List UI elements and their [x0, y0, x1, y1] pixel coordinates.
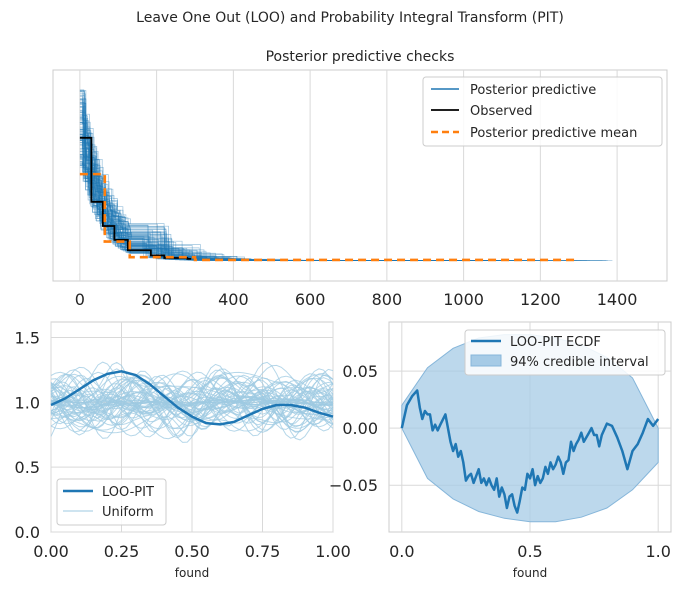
uniform-reference-curve [50, 384, 334, 421]
ppc-sample-curve [79, 102, 243, 261]
ppc-sample-curve [79, 159, 265, 261]
legend-label-posterior-predictive: Posterior predictive [470, 83, 596, 98]
kde-xtick-label: 1.00 [315, 542, 351, 561]
ecdf-ytick-label: 0.00 [342, 419, 378, 438]
ppc-xtick-label: 0 [75, 290, 85, 309]
ppc-xtick-label: 600 [295, 290, 326, 309]
ppc-sample-curve [79, 156, 613, 261]
ecdf-xlabel: found [513, 566, 547, 580]
kde-xtick-label: 0.25 [104, 542, 140, 561]
ecdf-ytick-label: 0.05 [342, 362, 378, 381]
ppc-sample-curve [79, 165, 476, 261]
kde-ytick-label: 1.0 [15, 393, 40, 412]
ppc-sample-curve [79, 117, 527, 261]
ecdf-legend-box [464, 329, 666, 376]
ppc-xtick-label: 200 [141, 290, 172, 309]
legend-label-credible-interval: 94% credible interval [510, 355, 649, 370]
legend-label-uniform: Uniform [102, 505, 154, 520]
uniform-reference-curve [50, 377, 334, 421]
figure-suptitle: Leave One Out (LOO) and Probability Inte… [136, 10, 564, 26]
ppc-sample-curve [79, 138, 311, 261]
ppc-sample-curve [79, 99, 305, 261]
kde-ytick-label: 0.5 [15, 458, 40, 477]
ecdf-xtick-label: 1.0 [645, 542, 670, 561]
ppc-sample-curve [79, 165, 214, 261]
ppc-xtick-label: 1400 [597, 290, 638, 309]
ppc-sample-curve [79, 154, 208, 260]
uniform-reference-curve [50, 382, 334, 419]
ppc-sample-curve [79, 133, 278, 261]
ecdf-line [400, 389, 660, 514]
kde-xtick-label: 0.75 [245, 542, 281, 561]
loo-pit-ecdf-panel: 0.0 0.5 1.0 −0.05 0.00 0.05 found LOO-PIT ECD… [329, 321, 672, 580]
ppc-panel: Posterior predictive checks 0 200 400 600 80… [52, 49, 668, 309]
ppc-sample-curve [79, 126, 460, 261]
uniform-reference-curve [50, 387, 334, 418]
kde-ytick-label: 1.5 [15, 329, 40, 348]
ppc-sample-curve [79, 90, 223, 260]
ppc-sample-curve [79, 153, 219, 260]
uniform-reference-curve [51, 361, 334, 443]
ecdf-legend: LOO-PIT ECDF 94% credible interval [464, 329, 666, 376]
ppc-sample-curve [79, 90, 548, 261]
uniform-reference-curve [50, 374, 334, 431]
ppc-sample-curve [79, 112, 224, 261]
ecdf-xtick-label: 0.5 [517, 542, 542, 561]
uniform-reference-curve [50, 400, 334, 405]
ppc-sample-curve [79, 154, 485, 261]
uniform-reference-curve [50, 384, 334, 421]
kde-xtick-label: 0.50 [174, 542, 210, 561]
uniform-reference-curve [50, 368, 334, 439]
uniform-reference-curve [50, 366, 334, 437]
uniform-reference-curve [50, 371, 334, 426]
ppc-legend: Posterior predictive Observed Posterior … [422, 76, 663, 147]
ppc-xtick-label: 800 [372, 290, 403, 309]
ppc-legend-box [422, 76, 663, 147]
ppc-sample-curve [79, 122, 239, 261]
ppc-sample-curve [79, 156, 203, 259]
loo-pit-line [50, 370, 334, 426]
ecdf-xtick-label: 0.0 [389, 542, 414, 561]
legend-handle-credible-interval [470, 354, 502, 367]
ppc-sample-curve [79, 109, 231, 261]
kde-xtick-label: 0.00 [33, 542, 69, 561]
ppc-sample-curve [79, 147, 231, 261]
ppc-sample-curve [79, 91, 603, 261]
ppc-sample-curve [79, 91, 401, 261]
ppc-sample-curve [79, 157, 147, 254]
ppc-sample-curve [79, 122, 324, 261]
ppc-sample-curve [79, 142, 128, 231]
kde-xlabel: found [175, 566, 209, 580]
ppc-sample-curve [79, 99, 403, 261]
uniform-reference-curve [50, 374, 334, 432]
ppc-mean-line [79, 172, 579, 262]
uniform-reference-curve [50, 376, 334, 429]
ppc-sample-curve [79, 113, 231, 260]
legend-label-ppc-mean: Posterior predictive mean [470, 126, 637, 141]
legend-label-loo-pit: LOO-PIT [102, 485, 154, 500]
kde-ytick-label: 0.0 [15, 523, 40, 542]
ppc-xtick-label: 1200 [520, 290, 561, 309]
kde-legend: LOO-PIT Uniform [56, 478, 167, 526]
ppc-xtick-label: 400 [218, 290, 249, 309]
ppc-sample-curve [79, 124, 524, 261]
legend-label-observed: Observed [470, 104, 533, 119]
ppc-sample-curve [79, 90, 220, 261]
ecdf-ytick-label: −0.05 [329, 476, 378, 495]
ppc-title: Posterior predictive checks [266, 49, 455, 65]
ppc-xtick-label: 1000 [443, 290, 484, 309]
loo-pit-kde-panel: 0.00 0.25 0.50 0.75 1.00 0.0 0.5 1.0 1.5 found L… [15, 321, 351, 580]
legend-label-ecdf: LOO-PIT ECDF [510, 335, 601, 350]
observed-line [79, 136, 192, 260]
